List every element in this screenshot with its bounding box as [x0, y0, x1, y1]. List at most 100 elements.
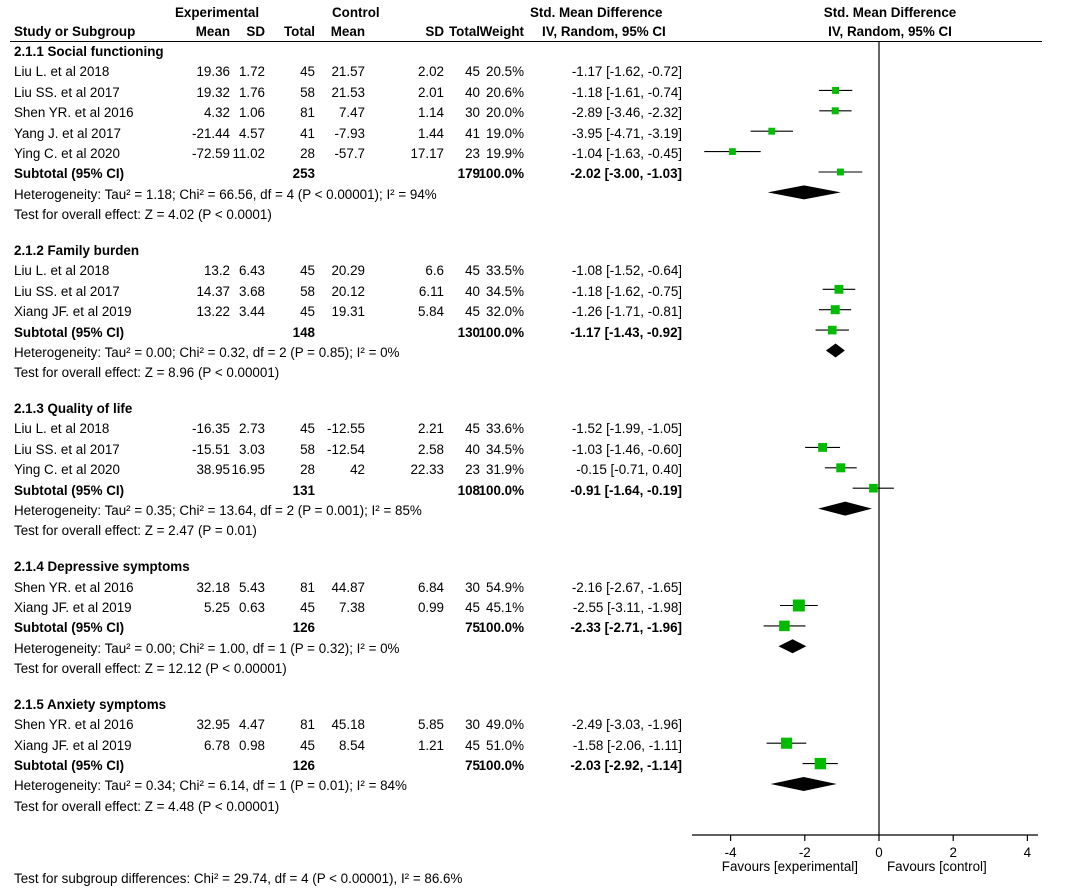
study-column-header: Study or Subgroup [14, 24, 136, 39]
exp-total: 81 [300, 717, 315, 733]
pooled-diamond [767, 185, 841, 200]
exp-mean: -16.35 [192, 421, 230, 437]
exp-sd: 4.47 [238, 717, 265, 733]
subtotal-label: Subtotal (95% CI) [14, 324, 125, 340]
study-name: Yang J. et al 2017 [14, 125, 121, 141]
exp-sd: 3.03 [238, 441, 265, 457]
ctrl-total: 30 [465, 717, 480, 733]
study-ci: -1.52 [-1.99, -1.05] [571, 421, 682, 437]
exp-sd: 5.43 [238, 579, 265, 595]
study-name: Liu SS. et al 2017 [14, 283, 120, 299]
subtotal-weight: 100.0% [478, 166, 524, 182]
ctrl-mean: -7.93 [334, 125, 365, 141]
study-ci: -1.08 [-1.52, -0.64] [571, 263, 682, 279]
plot-method: IV, Random, 95% CI [828, 24, 952, 39]
ctrl-total: 45 [465, 421, 480, 437]
ctrl-sd: 6.11 [418, 283, 444, 299]
ctrl-sd: 1.21 [417, 737, 444, 753]
overall-effect-text: Test for overall effect: Z = 8.96 (P < 0… [14, 365, 280, 381]
subtotal-ctrl-total: 179 [457, 166, 480, 182]
exp-sd: 4.57 [238, 125, 265, 141]
study-name: Shen YR. et al 2016 [14, 579, 134, 595]
effect-marker [781, 737, 793, 749]
exp-total-header: Total [284, 24, 315, 39]
study-ci: -1.26 [-1.71, -0.81] [571, 304, 682, 320]
effect-marker [831, 107, 839, 115]
subtotal-ctrl-total: 75 [465, 758, 480, 773]
exp-total: 58 [300, 441, 315, 457]
exp-sd: 1.06 [238, 105, 265, 121]
ctrl-mean: 7.38 [338, 599, 365, 615]
effect-marker [834, 284, 844, 294]
heterogeneity-text: Heterogeneity: Tau² = 0.00; Chi² = 1.00,… [14, 640, 400, 656]
ctrl-total: 23 [465, 462, 480, 478]
subtotal-exp-total: 148 [292, 324, 315, 340]
subgroup-differences-test: Test for subgroup differences: Chi² = 29… [14, 871, 463, 886]
ctrl-sd: 6.6 [425, 263, 444, 279]
ctrl-sd: 0.99 [417, 599, 444, 615]
study-name: Liu L. et al 2018 [14, 421, 110, 437]
study-weight: 34.5% [486, 441, 524, 457]
ctrl-sd: 1.14 [417, 105, 444, 121]
ctrl-sd: 2.21 [417, 421, 444, 437]
study-name: Liu L. et al 2018 [14, 64, 110, 80]
x-tick-label: 4 [1024, 845, 1032, 860]
exp-total: 45 [300, 263, 315, 279]
study-weight: 34.5% [486, 283, 524, 299]
exp-mean: 6.78 [203, 737, 230, 753]
effect-marker [869, 483, 878, 493]
ctrl-total: 45 [465, 599, 480, 615]
study-name: Liu SS. et al 2017 [14, 84, 120, 100]
study-ci: -1.18 [-1.62, -0.75] [571, 283, 682, 299]
x-tick-label: -2 [799, 845, 811, 860]
ctrl-total-header: Total [449, 24, 480, 39]
subtotal-label: Subtotal (95% CI) [14, 166, 125, 182]
x-tick-label: -4 [725, 845, 737, 860]
study-ci: -1.18 [-1.61, -0.74] [571, 84, 682, 100]
exp-sd: 2.73 [238, 421, 265, 437]
ctrl-sd: 22.33 [410, 462, 444, 478]
exp-mean: 32.95 [196, 717, 230, 733]
overall-effect-text: Test for overall effect: Z = 4.48 (P < 0… [14, 798, 280, 814]
ctrl-mean: 44.87 [331, 579, 365, 595]
ctrl-mean: 20.29 [331, 263, 365, 279]
study-weight: 20.6% [486, 84, 524, 100]
study-ci: -1.58 [-2.06, -1.11] [572, 737, 682, 753]
experimental-header: Experimental [175, 5, 260, 20]
exp-total: 45 [300, 421, 315, 437]
exp-sd-header: SD [246, 24, 265, 39]
subtotal-weight: 100.0% [478, 324, 524, 340]
ctrl-sd: 1.44 [417, 125, 444, 141]
subtotal-exp-total: 126 [292, 620, 315, 636]
ctrl-mean: 21.57 [331, 64, 365, 80]
ctrl-mean-header: Mean [330, 24, 365, 39]
subtotal-exp-total: 126 [292, 758, 315, 773]
study-ci: -2.55 [-3.11, -1.98] [572, 599, 682, 615]
weight-header: Weight [479, 24, 524, 39]
study-ci: -1.17 [-1.62, -0.72] [571, 64, 682, 80]
study-weight: 33.5% [486, 263, 524, 279]
study-weight: 33.6% [486, 421, 524, 437]
ctrl-mean: -12.54 [327, 441, 365, 457]
study-name: Liu SS. et al 2017 [14, 441, 120, 457]
subgroup-title: 2.1.4 Depressive symptoms [14, 559, 190, 575]
exp-total: 41 [300, 125, 315, 141]
subgroup-title: 2.1.1 Social functioning [14, 44, 164, 59]
heterogeneity-text: Heterogeneity: Tau² = 1.18; Chi² = 66.56… [14, 186, 437, 202]
exp-total: 45 [300, 737, 315, 753]
subgroup-title: 2.1.3 Quality of life [14, 401, 133, 416]
exp-sd: 16.95 [231, 462, 265, 478]
favours-control-label: Favours [control] [887, 859, 987, 874]
heterogeneity-text: Heterogeneity: Tau² = 0.00; Chi² = 0.32,… [14, 344, 400, 360]
exp-mean-header: Mean [195, 24, 230, 39]
exp-sd: 1.76 [238, 84, 265, 100]
heterogeneity-text: Heterogeneity: Tau² = 0.34; Chi² = 6.14,… [14, 778, 407, 794]
ctrl-sd: 2.02 [417, 64, 444, 80]
ctrl-total: 45 [465, 263, 480, 279]
exp-total: 81 [300, 579, 315, 595]
effect-marker [792, 599, 805, 612]
exp-mean: -21.44 [192, 125, 230, 141]
ctrl-total: 45 [465, 737, 480, 753]
exp-total: 81 [300, 105, 315, 121]
exp-sd: 3.44 [238, 304, 265, 320]
